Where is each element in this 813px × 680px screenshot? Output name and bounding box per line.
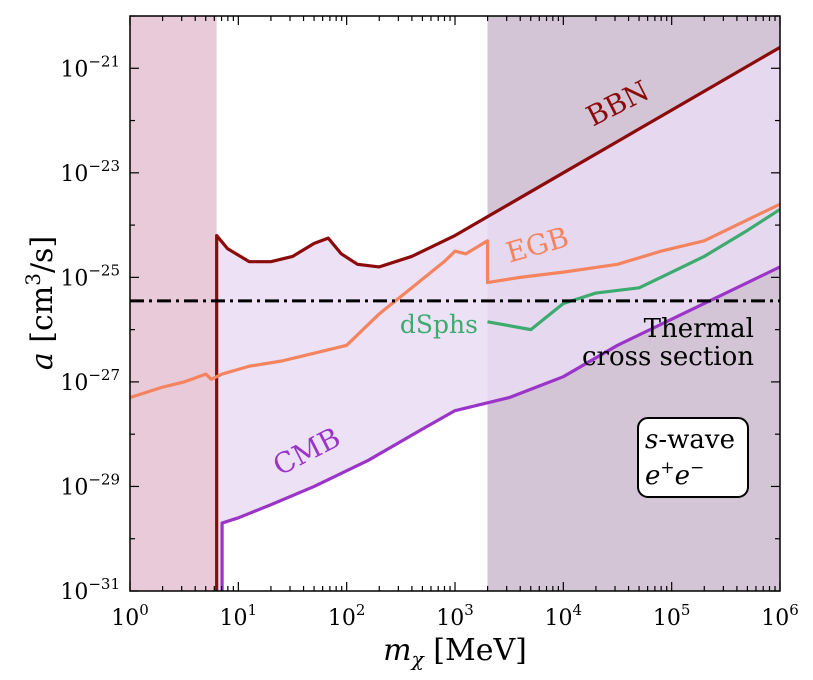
y-tick-label: 10−27: [60, 366, 120, 396]
channel-final-state-label: e+e−: [645, 458, 704, 491]
y-tick-label: 10−23: [60, 157, 120, 187]
y-tick-label: 10−31: [60, 575, 120, 605]
x-tick-label: 101: [220, 601, 258, 631]
plot-area: [130, 16, 780, 591]
x-tick-label: 106: [761, 601, 799, 631]
x-tick-label: 100: [111, 601, 149, 631]
channel-legend-box: [637, 417, 749, 498]
thermal-label-line2: cross section: [582, 342, 754, 372]
excluded-region-low-mass: [130, 16, 217, 591]
x-tick-label: 105: [653, 601, 691, 631]
x-axis-label: mχ [MeV]: [383, 633, 527, 671]
dsphs-label: dSphs: [400, 310, 478, 339]
x-tick-label: 102: [328, 601, 366, 631]
series-cmb-line: [220, 265, 780, 591]
series-egb-line: [130, 202, 780, 400]
excluded-region-between-curves: [216, 47, 780, 591]
x-tick-label: 104: [545, 601, 583, 631]
y-tick-label: 10−29: [60, 470, 120, 500]
y-tick-label: 10−25: [60, 261, 120, 291]
x-tick-label: 103: [436, 601, 474, 631]
series-bbn-line: [215, 45, 780, 591]
thermal-label-line1: Thermal: [644, 314, 754, 344]
y-tick-label: 10−21: [60, 52, 120, 82]
axis-tick-labels: 100 101 102 103 104 105 106 10−31 10−29 10−27 10−2…: [60, 52, 798, 631]
channel-wave-label: s-wave: [645, 425, 735, 455]
series-dsphs-line: [487, 208, 780, 332]
y-axis-label: a [cm3/s]: [21, 236, 60, 370]
axis-ticks: [129, 15, 781, 592]
